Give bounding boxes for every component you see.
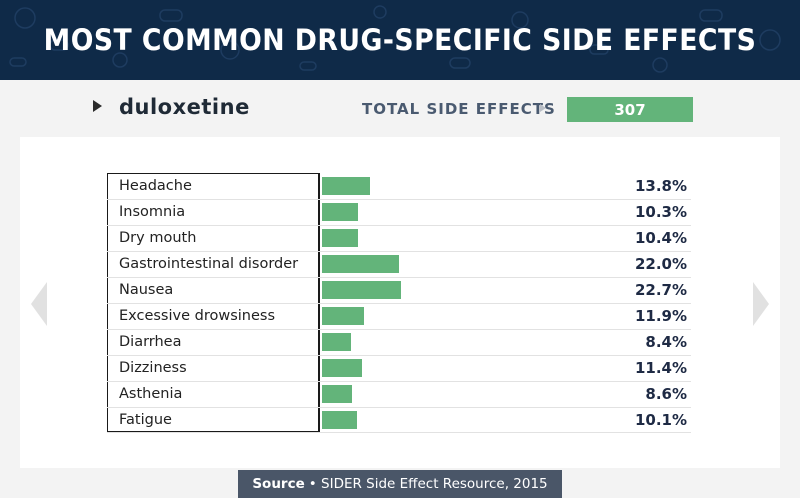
drug-name[interactable]: duloxetine [119, 95, 250, 119]
value-label: 8.4% [645, 333, 687, 351]
arrow-right-icon [540, 104, 546, 112]
row-divider [107, 199, 691, 200]
value-label: 22.7% [634, 281, 687, 299]
header-background-pattern [9, 5, 781, 73]
category-label: Gastrointestinal disorder [119, 256, 299, 272]
category-label: Asthenia [119, 386, 183, 402]
bar [322, 359, 362, 377]
row-divider [107, 381, 691, 382]
drug-selector-bar: duloxetine TOTAL SIDE EFFECTS 307 [0, 80, 800, 137]
value-label: 22.0% [634, 255, 687, 273]
value-label: 10.4% [634, 229, 687, 247]
bar [322, 255, 399, 273]
total-side-effects-value: 307 [567, 97, 693, 122]
row-divider [107, 251, 691, 252]
category-label: Dry mouth [119, 230, 197, 246]
chevron-right-icon[interactable] [753, 282, 769, 326]
category-label: Excessive drowsiness [119, 308, 276, 324]
header-banner: MOST COMMON DRUG-SPECIFIC SIDE EFFECTS [0, 0, 800, 80]
row-divider [107, 432, 691, 433]
row-divider [107, 329, 691, 330]
row-divider [107, 225, 691, 226]
source-label: Source [252, 476, 305, 492]
page-title: MOST COMMON DRUG-SPECIFIC SIDE EFFECTS [43, 23, 757, 57]
value-label: 10.3% [634, 203, 687, 221]
total-side-effects-label: TOTAL SIDE EFFECTS [362, 100, 556, 118]
source-caption: Source • SIDER Side Effect Resource, 201… [238, 470, 562, 498]
category-label: Headache [119, 178, 192, 194]
value-label: 11.4% [634, 359, 687, 377]
caret-right-icon[interactable] [93, 100, 102, 112]
bar [322, 307, 364, 325]
row-divider [107, 355, 691, 356]
value-label: 8.6% [645, 385, 687, 403]
row-divider [107, 277, 691, 278]
bar [322, 229, 359, 247]
bar [322, 203, 359, 221]
value-label: 13.8% [634, 177, 687, 195]
labels-table-frame [107, 173, 320, 432]
bar [322, 177, 371, 195]
bar [322, 281, 402, 299]
category-label: Diarrhea [119, 334, 182, 350]
category-label: Insomnia [119, 204, 186, 220]
value-label: 11.9% [634, 307, 687, 325]
bar [322, 411, 358, 429]
chevron-left-icon[interactable] [31, 282, 47, 326]
row-divider [107, 407, 691, 408]
side-band-right [780, 137, 800, 498]
category-label: Nausea [119, 282, 174, 298]
row-divider [107, 303, 691, 304]
bar [322, 385, 353, 403]
side-band-left [0, 137, 20, 498]
category-label: Dizziness [119, 360, 187, 376]
value-label: 10.1% [634, 411, 687, 429]
bar [322, 333, 352, 351]
source-text: • SIDER Side Effect Resource, 2015 [308, 476, 548, 492]
category-label: Fatigue [119, 412, 172, 428]
